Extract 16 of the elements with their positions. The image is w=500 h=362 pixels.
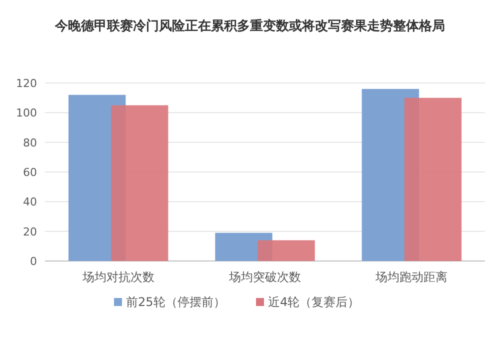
y-tick-label: 80 <box>23 136 37 150</box>
x-tick-label: 场均突破次数 <box>228 270 301 284</box>
chart-title: 今晚德甲联赛冷门风险正在累积多重变数或将改写赛果走势整体格局 <box>54 18 445 34</box>
x-tick-label: 场均对抗次数 <box>81 270 154 284</box>
y-tick-label: 20 <box>23 225 37 238</box>
y-tick-label: 40 <box>23 196 37 209</box>
legend-label: 前25轮（停摆前） <box>126 295 226 309</box>
y-tick-label: 60 <box>23 166 37 179</box>
y-tick-label: 120 <box>16 77 37 90</box>
y-tick-label: 0 <box>30 255 37 268</box>
bar <box>404 98 462 261</box>
y-tick-label: 100 <box>16 106 37 120</box>
bar <box>111 105 168 261</box>
bar <box>258 240 315 261</box>
x-tick-label: 场均跑动距离 <box>374 270 448 284</box>
legend-label: 近4轮（复赛后） <box>268 295 360 309</box>
